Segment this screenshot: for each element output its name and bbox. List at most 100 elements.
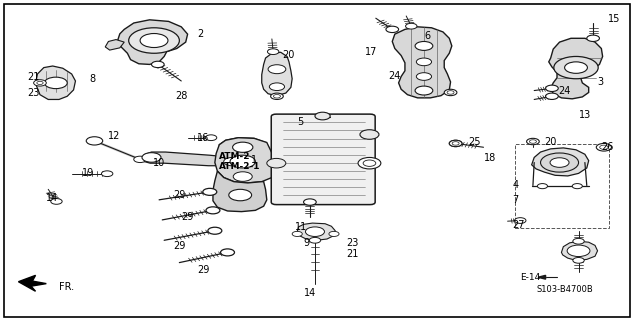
Circle shape: [537, 184, 547, 189]
Circle shape: [268, 65, 286, 74]
Text: 12: 12: [109, 131, 121, 141]
Circle shape: [51, 198, 62, 204]
Circle shape: [292, 231, 302, 236]
Text: 10: 10: [153, 158, 165, 168]
Circle shape: [205, 135, 217, 140]
Circle shape: [596, 143, 612, 151]
Circle shape: [269, 83, 284, 91]
Circle shape: [267, 158, 286, 168]
Circle shape: [86, 137, 103, 145]
Text: 23: 23: [27, 88, 39, 98]
Polygon shape: [118, 20, 187, 64]
Circle shape: [363, 160, 376, 166]
Circle shape: [514, 218, 526, 223]
Circle shape: [360, 130, 379, 139]
Circle shape: [229, 189, 251, 201]
Text: 13: 13: [578, 110, 591, 120]
Text: 21: 21: [27, 72, 39, 82]
Polygon shape: [549, 38, 603, 99]
Circle shape: [267, 49, 279, 54]
Text: 29: 29: [173, 190, 185, 200]
Circle shape: [230, 155, 255, 168]
Circle shape: [573, 238, 584, 244]
Polygon shape: [531, 148, 589, 176]
Text: S103-B4700B: S103-B4700B: [536, 284, 593, 293]
Circle shape: [565, 62, 587, 73]
Text: 21: 21: [346, 249, 358, 259]
Text: 27: 27: [512, 220, 525, 230]
Circle shape: [573, 258, 584, 263]
Circle shape: [233, 172, 252, 181]
Text: 20: 20: [544, 137, 557, 147]
Polygon shape: [392, 27, 452, 98]
Text: 25: 25: [468, 138, 481, 148]
Circle shape: [530, 140, 537, 143]
Text: 15: 15: [608, 14, 620, 24]
Bar: [515, 144, 609, 228]
Polygon shape: [538, 275, 545, 279]
Polygon shape: [219, 138, 268, 155]
Text: 7: 7: [512, 195, 519, 205]
Circle shape: [417, 58, 432, 66]
Circle shape: [224, 157, 240, 166]
Circle shape: [386, 26, 399, 33]
Polygon shape: [561, 241, 598, 260]
Circle shape: [142, 153, 161, 162]
Text: 16: 16: [197, 133, 210, 143]
Circle shape: [450, 140, 462, 147]
Text: 11: 11: [295, 222, 307, 232]
Text: ATM-2-1: ATM-2-1: [219, 162, 261, 171]
Text: 24: 24: [389, 71, 401, 81]
Circle shape: [271, 93, 283, 100]
Circle shape: [34, 80, 46, 86]
Circle shape: [599, 145, 608, 149]
Text: 8: 8: [90, 74, 95, 84]
Circle shape: [545, 85, 558, 92]
Text: 17: 17: [365, 47, 377, 57]
Text: 6: 6: [424, 31, 430, 41]
Circle shape: [208, 227, 222, 234]
Circle shape: [550, 158, 569, 167]
Text: 26: 26: [601, 142, 614, 152]
Text: 28: 28: [175, 91, 187, 101]
Circle shape: [134, 156, 147, 163]
Text: 19: 19: [82, 168, 94, 178]
Text: 20: 20: [283, 50, 295, 60]
Polygon shape: [18, 275, 46, 291]
Circle shape: [140, 34, 168, 48]
Text: 23: 23: [346, 238, 358, 248]
Text: 1: 1: [251, 155, 257, 165]
Text: ATM-2: ATM-2: [219, 152, 251, 161]
Text: 9: 9: [304, 238, 310, 248]
Circle shape: [358, 157, 381, 169]
Polygon shape: [105, 40, 124, 50]
Circle shape: [129, 28, 179, 53]
Text: 29: 29: [173, 241, 185, 251]
Circle shape: [415, 42, 433, 50]
Circle shape: [540, 153, 578, 172]
Circle shape: [587, 35, 599, 42]
Circle shape: [450, 140, 462, 147]
Circle shape: [545, 93, 558, 100]
Circle shape: [447, 91, 454, 94]
Text: 4: 4: [512, 180, 519, 190]
Circle shape: [206, 207, 220, 214]
Text: 29: 29: [181, 212, 194, 222]
Circle shape: [203, 188, 217, 196]
Circle shape: [305, 227, 324, 236]
Polygon shape: [144, 152, 240, 166]
Polygon shape: [213, 171, 267, 212]
Polygon shape: [262, 52, 292, 96]
Circle shape: [567, 245, 590, 257]
Circle shape: [309, 237, 321, 243]
Circle shape: [44, 77, 67, 89]
Circle shape: [220, 249, 234, 256]
Text: 14: 14: [304, 288, 316, 298]
Circle shape: [526, 138, 539, 145]
Text: FR.: FR.: [59, 282, 74, 292]
Circle shape: [37, 81, 43, 84]
Circle shape: [415, 86, 433, 95]
Text: 18: 18: [483, 153, 496, 164]
Polygon shape: [235, 160, 243, 163]
Circle shape: [406, 23, 417, 29]
